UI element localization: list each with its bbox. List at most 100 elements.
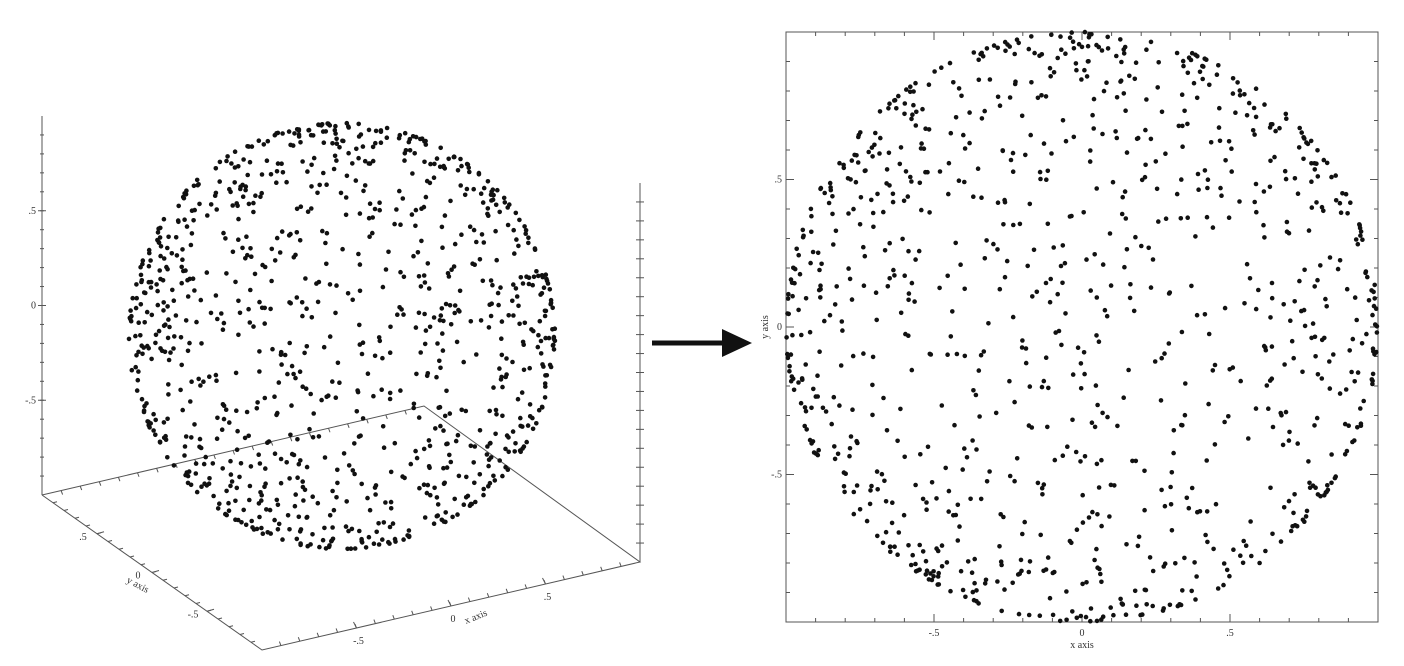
sphere-point [439,224,445,230]
projected-point [1337,200,1343,206]
projected-point [870,210,876,216]
projected-point [1045,424,1050,430]
sphere-point [264,158,270,163]
projected-point [1127,73,1132,79]
sphere-point [274,235,280,241]
projected-point [1312,284,1317,289]
projected-point [1242,301,1247,306]
projected-point [1096,485,1102,490]
z-tick-label: .5 [29,206,37,217]
sphere-point [338,190,344,196]
projected-point [1025,263,1030,269]
projected-point [1315,277,1320,283]
projected-point [1094,461,1100,467]
projected-point [1073,449,1079,455]
sphere-point [440,331,445,336]
sphere-point [133,305,139,311]
sphere-point [416,310,422,316]
projected-point [817,349,822,355]
projected-point [883,499,889,504]
projected-point [1168,502,1174,507]
projected-point [1179,92,1185,97]
sphere-point [276,380,282,385]
sphere-point [489,189,494,194]
projected-point [913,80,918,86]
sphere-point [414,455,420,461]
sphere-point [259,525,264,531]
projected-point [1161,564,1166,569]
projected-point [1302,136,1307,141]
projected-point [803,362,808,367]
sphere-point [340,246,345,252]
sphere-point [448,198,453,204]
sphere-point [306,128,311,133]
projected-point [794,246,799,252]
projected-point [1108,482,1114,488]
sphere-point [163,433,168,439]
sphere-point [166,234,171,240]
projected-point [946,191,951,197]
projected-point [1118,37,1123,42]
projected-point [820,405,826,411]
sphere-point [540,362,545,367]
sphere-point [270,346,275,352]
projected-point [967,140,972,146]
sphere-point [232,180,237,185]
sphere-point [172,334,177,339]
projected-point [1318,493,1323,499]
projected-point [828,187,834,193]
projected-point [878,135,883,141]
sphere-point [193,461,199,466]
sphere-point [278,456,284,462]
projected-point [1176,123,1182,129]
sphere-point [512,251,517,256]
sphere-point [169,251,175,256]
projected-point [862,168,868,174]
sphere-point [154,282,159,287]
projected-point [982,108,987,114]
sphere-point [230,203,235,208]
sphere-point [442,413,448,419]
projected-point [1324,160,1330,166]
sphere-point [327,513,333,518]
sphere-point [219,427,225,433]
sphere-point [143,290,148,296]
projected-point [1002,39,1008,45]
projected-point [842,489,847,495]
x-minor-tick [297,637,301,642]
projected-point [1035,95,1041,101]
sphere-point [392,440,398,446]
projected-point [1216,125,1222,130]
sphere-point [401,274,407,280]
projected-point [1333,198,1339,203]
sphere-point [491,473,496,479]
projected-point [1090,509,1095,515]
projected-point [1045,168,1051,174]
projected-point [916,248,922,254]
sphere-point [323,240,328,246]
sphere-point [431,521,437,526]
projected-point [815,373,820,379]
projected-point [914,109,919,115]
sphere-point [431,315,437,320]
sphere-point [133,333,138,339]
projected-point [1352,379,1357,384]
projected-point [817,267,822,273]
sphere-point [550,343,556,348]
sphere-point [300,313,305,319]
projected-point [1370,371,1376,377]
projected-point [981,349,987,354]
sphere-point [526,281,532,287]
sphere-point [355,389,361,395]
sphere-point [371,393,376,399]
sphere-point [394,207,399,212]
sphere-point [387,350,393,356]
sphere-point [333,310,338,316]
projected-point [1337,258,1343,263]
sphere-point [189,231,195,236]
sphere-point [437,358,442,364]
projected-point [1268,315,1273,320]
y-minor-tick [206,609,212,612]
sphere-point [332,128,338,133]
sphere-point [327,282,333,287]
